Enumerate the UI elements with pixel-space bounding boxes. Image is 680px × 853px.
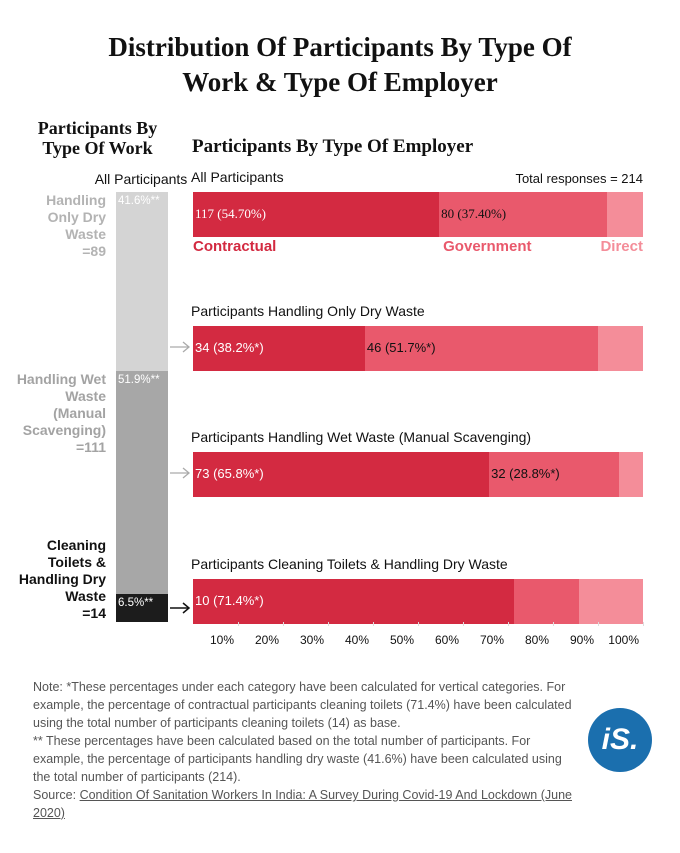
x-tick-label: 100% — [608, 633, 639, 647]
category-name: Cleaning Toilets & Handling Dry Waste — [18, 537, 106, 604]
tick-mark — [418, 622, 419, 626]
category-count: =111 — [76, 438, 106, 455]
x-tick-label: 50% — [389, 633, 414, 647]
bar-segment — [193, 579, 515, 624]
tick-mark — [238, 622, 239, 626]
x-tick-label: 30% — [299, 633, 324, 647]
category-name: Handling Only Dry Waste — [46, 192, 106, 242]
value-label: 80 (37.40%) — [441, 206, 507, 221]
x-tick-label: 90% — [569, 633, 594, 647]
bar-segment — [116, 370, 168, 595]
arrow — [170, 602, 191, 614]
group-label: Participants Handling Only Dry Waste — [191, 303, 425, 319]
x-tick-label: 80% — [524, 633, 549, 647]
x-tick-label: 10% — [209, 633, 234, 647]
tick-mark — [328, 622, 329, 626]
value-label: 73 (65.8%*) — [195, 466, 264, 481]
tick-mark — [598, 622, 599, 626]
legend-label: Government — [443, 238, 532, 255]
bar-segment — [116, 594, 168, 622]
group-label: All Participants — [191, 169, 284, 185]
arrow — [170, 341, 191, 353]
value-label: 32 (28.8%*) — [491, 466, 560, 481]
bar-segment — [514, 579, 579, 624]
bar-segment — [439, 192, 608, 237]
page-title: Distribution Of Participants By Type Of … — [108, 32, 572, 97]
bar-segment — [193, 452, 490, 497]
category-count: =89 — [82, 243, 106, 259]
x-tick-label: 60% — [434, 633, 459, 647]
category-count: =14 — [82, 605, 106, 621]
value-label: 34 (38.2%*) — [195, 340, 264, 355]
tick-mark — [373, 622, 374, 626]
note: Note: *These percentages under each cate… — [33, 680, 572, 730]
source-link[interactable]: Condition Of Sanitation Workers In India… — [33, 788, 572, 820]
value-label: 10 (71.4%*) — [195, 593, 264, 608]
left-category-label: All Participants — [94, 171, 188, 187]
bar-segment — [193, 326, 365, 371]
tick-mark — [508, 622, 509, 626]
left-chart-title: Participants By Type Of Work — [37, 118, 158, 158]
group-label: Participants Handling Wet Waste (Manual … — [191, 429, 532, 445]
bar-segment — [607, 192, 643, 237]
note: ** These percentages have been calculate… — [33, 734, 562, 784]
tick-mark — [283, 622, 284, 626]
bar-segment — [578, 579, 643, 624]
category-name: Handling Wet Waste (Manual Scavenging) — [16, 370, 106, 438]
bar-segment — [364, 326, 598, 371]
source-label: Source: — [33, 788, 77, 802]
group-label: Participants Cleaning Toilets & Handling… — [191, 556, 508, 572]
tick-mark — [553, 622, 554, 626]
value-label: 46 (51.7%*) — [366, 340, 436, 355]
logo: iS. — [588, 708, 652, 772]
category-label: Handling Wet Waste (Manual Scavenging) =1… — [12, 371, 106, 456]
tick-mark — [463, 622, 464, 626]
bar-segment — [489, 452, 619, 497]
legend-label: Direct — [600, 238, 643, 255]
legend-label: Contractual — [193, 238, 277, 255]
bar-segment — [618, 452, 643, 497]
annotation: Total responses = 214 — [515, 171, 643, 186]
segment-label: 51.9%** — [118, 373, 160, 386]
segment-label: 41.6%** — [118, 195, 160, 207]
segment-label: 6.5%** — [118, 597, 154, 610]
x-tick-label: 70% — [479, 633, 504, 647]
tick-mark — [643, 622, 644, 626]
bar-segment — [597, 326, 643, 371]
bar-segment — [116, 192, 168, 371]
x-tick-label: 20% — [254, 633, 279, 647]
x-tick-label: 40% — [344, 633, 369, 647]
category-label: Handling Only Dry Waste =89 — [12, 192, 106, 260]
value-label: 117 (54.70%) — [195, 206, 267, 221]
notes: Note: *These percentages under each cate… — [33, 678, 581, 822]
arrow — [170, 467, 191, 479]
bar-segment — [193, 192, 440, 237]
right-chart-title: Participants By Type Of Employer — [192, 136, 474, 157]
category-label: Cleaning Toilets & Handling Dry Waste =14 — [12, 537, 106, 622]
